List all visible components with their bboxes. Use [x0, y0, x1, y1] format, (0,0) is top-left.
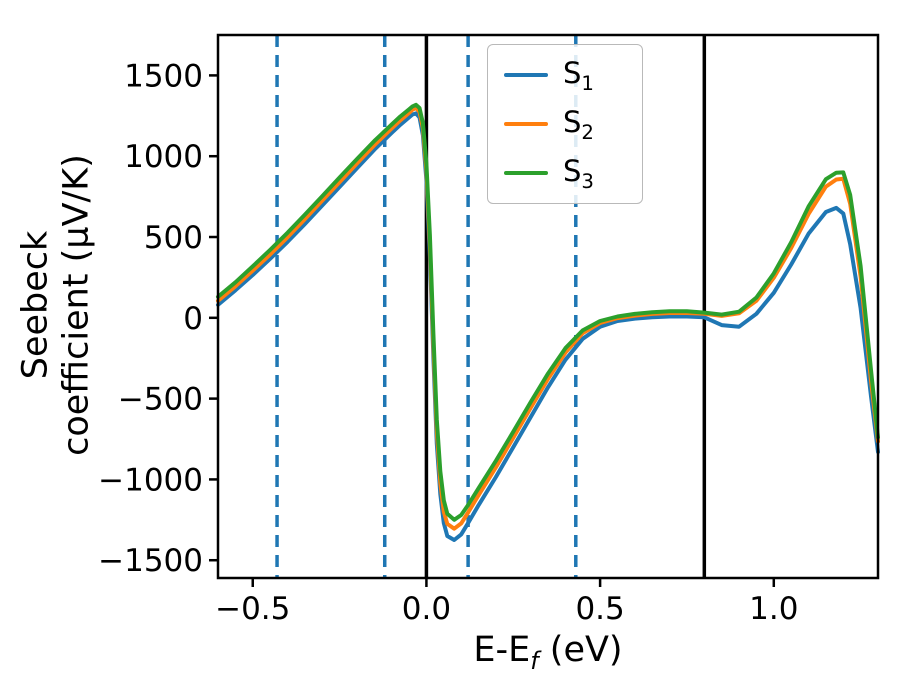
x-tick-label: 0.0	[402, 591, 451, 627]
x-tick-label: 0.5	[575, 591, 624, 627]
legend-label-s1: S1	[563, 55, 594, 95]
y-tick-label: −1500	[98, 543, 203, 579]
legend-line-s1	[504, 73, 548, 77]
y-tick-label: 0	[183, 301, 203, 337]
legend-label-s3: S3	[563, 153, 594, 193]
legend-item-s3: S3	[504, 153, 626, 193]
series-line-s1	[216, 111, 880, 542]
x-tick-label: −0.5	[215, 591, 290, 627]
x-tick-label: 1.0	[749, 591, 798, 627]
legend: S1 S2 S3	[487, 44, 643, 204]
legend-line-s2	[504, 122, 548, 126]
legend-line-s3	[504, 171, 548, 175]
y-tick-label: 1000	[124, 139, 203, 175]
x-axis-label-unit: (eV)	[538, 630, 623, 670]
y-axis-label: Seebeck coefficient (μV/K)	[16, 154, 99, 456]
y-axis-label-line2: coefficient (μV/K)	[57, 154, 97, 456]
legend-item-s2: S2	[504, 104, 626, 144]
axes-box	[216, 33, 880, 580]
y-tick-label: 1500	[124, 58, 203, 94]
y-tick-label: 500	[144, 220, 203, 256]
x-axis-label: E-Ef (eV)	[473, 630, 622, 675]
legend-label-s2: S2	[563, 104, 594, 144]
y-tick-label: −500	[118, 382, 203, 418]
x-axis-label-subscript: f	[530, 647, 539, 675]
y-axis-label-line1: Seebeck	[15, 230, 56, 380]
x-axis-label-main: E-E	[473, 630, 531, 670]
legend-item-s1: S1	[504, 55, 626, 95]
series-line-s3	[216, 102, 880, 522]
series-line-s2	[216, 106, 880, 531]
y-tick-label: −1000	[98, 462, 203, 498]
